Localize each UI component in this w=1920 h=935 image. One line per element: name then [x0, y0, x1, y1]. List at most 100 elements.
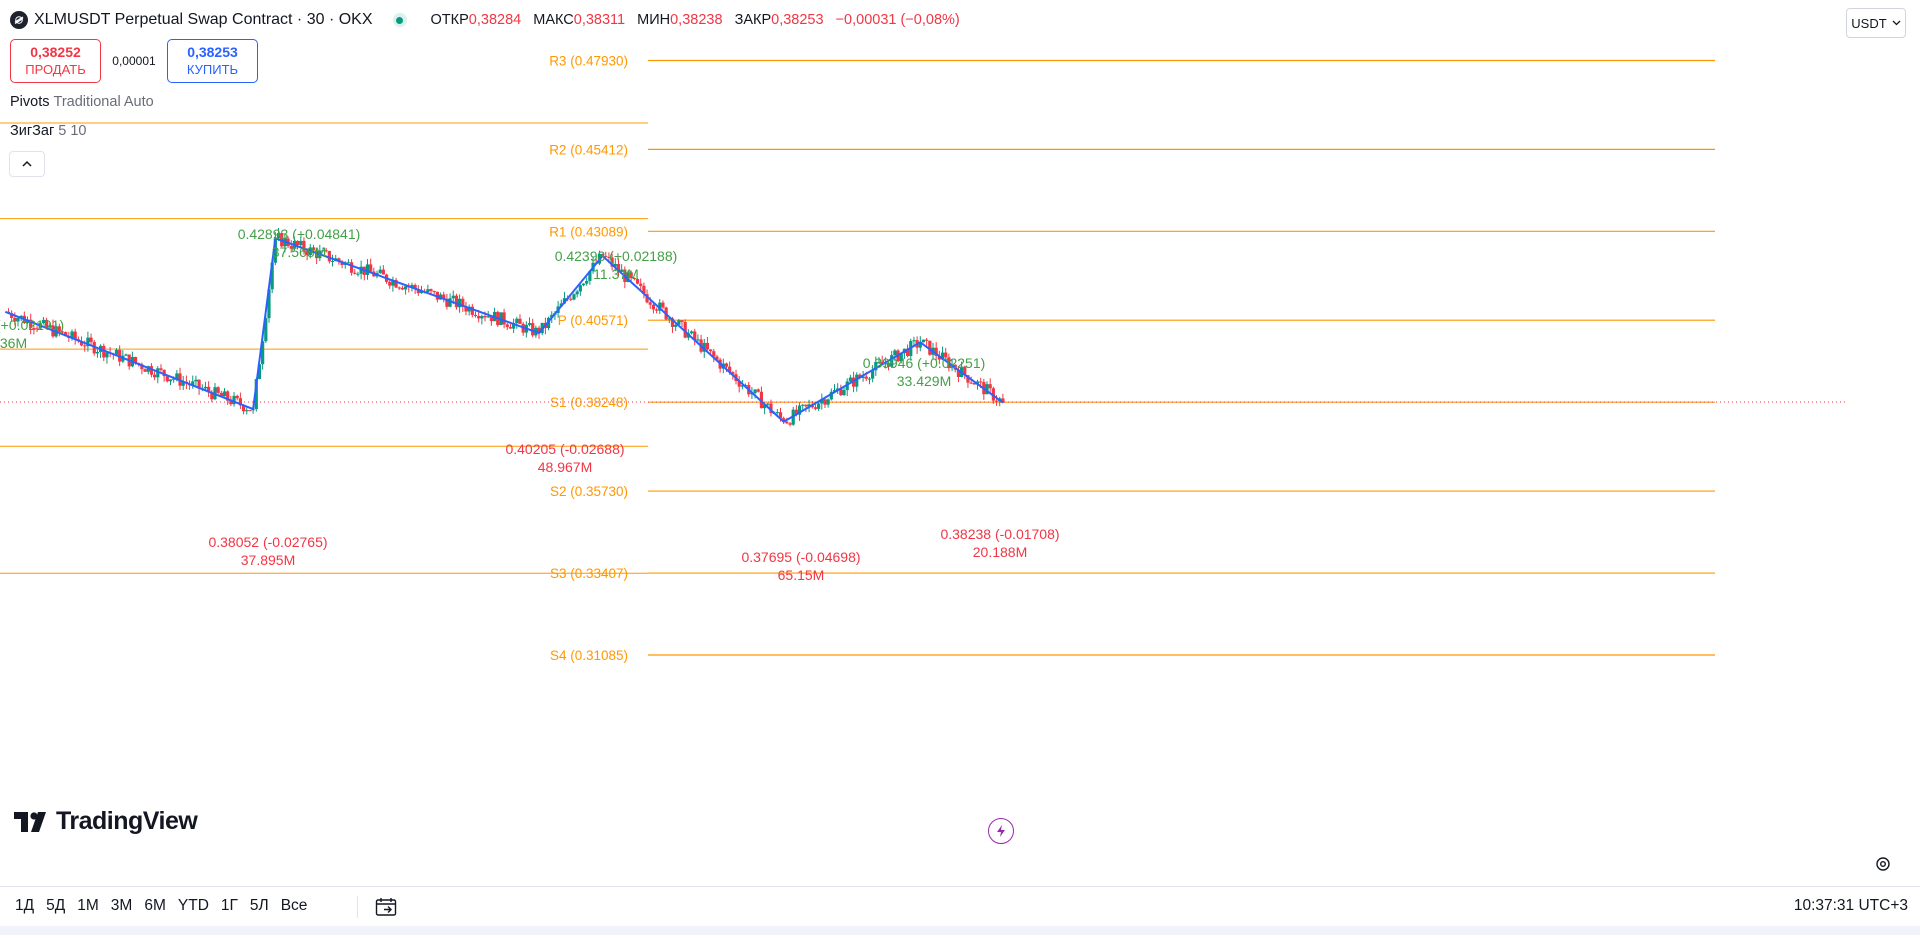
candle-body: [194, 379, 198, 382]
chart-canvas[interactable]: 0,480000,470000,460000,450000,440000,430…: [0, 0, 1845, 845]
range-1m-button[interactable]: 1М: [77, 897, 99, 914]
range-all-button[interactable]: Все: [280, 897, 308, 914]
market-status-icon[interactable]: [392, 13, 407, 27]
lightning-icon[interactable]: [988, 818, 1014, 844]
candle-body: [257, 364, 262, 380]
range-1y-button[interactable]: 1Г: [220, 897, 238, 914]
axis-settings-button[interactable]: [1872, 853, 1894, 875]
sell-price: 0,38252: [30, 44, 81, 60]
chart-area[interactable]: 0,480000,470000,460000,450000,440000,430…: [0, 0, 1845, 845]
candle-body: [254, 379, 258, 410]
candle-body: [893, 350, 897, 356]
candle-body: [89, 337, 93, 342]
candle-body: [677, 320, 681, 325]
candle-body: [451, 295, 455, 299]
tradingview-logo[interactable]: TradingView: [14, 807, 198, 836]
candle-body: [153, 374, 157, 378]
indicator-zigzag-args: 5 10: [58, 123, 87, 139]
candle-body: [458, 298, 462, 308]
change-value: −0,00031 (−0,08%): [835, 12, 960, 28]
range-5d-button[interactable]: 5Д: [46, 897, 66, 914]
candle-body: [477, 316, 481, 319]
bottom-toolbar: 1Д 5Д 1М 3М 6М YTD 1Г 5Л Все 10:37:31 UT…: [0, 886, 1920, 927]
candle-body: [654, 309, 659, 311]
candle-body: [724, 363, 729, 367]
candle-body: [356, 273, 360, 275]
buy-button[interactable]: 0,38253 КУПИТЬ: [167, 39, 258, 83]
candle-body: [248, 410, 252, 412]
range-3m-button[interactable]: 3М: [110, 897, 133, 914]
candle-body: [934, 347, 938, 356]
candle-body: [607, 256, 611, 258]
candle-body: [937, 355, 941, 360]
indicator-zigzag[interactable]: ЗигЗаг 5 10: [10, 123, 87, 139]
candle-body: [683, 321, 687, 338]
zigzag-label: 0.40205 (-0.02688): [505, 441, 624, 457]
candle-body: [689, 331, 694, 334]
candle-body: [410, 284, 414, 287]
candle-body: [807, 404, 811, 407]
candle-body: [972, 382, 976, 385]
symbol-title[interactable]: XLMUSDT Perpetual Swap Contract · 30 · O…: [34, 11, 373, 28]
open-label: ОТКР: [430, 12, 469, 28]
candle-body: [588, 271, 592, 281]
candle-body: [315, 250, 319, 259]
candle-body: [813, 407, 818, 409]
candle-body: [921, 339, 926, 343]
sell-button[interactable]: 0,38252 ПРОДАТЬ: [10, 39, 101, 83]
range-1d-button[interactable]: 1Д: [15, 897, 35, 914]
candle-body: [994, 400, 999, 402]
clock-timezone[interactable]: 10:37:31 UTC+3: [1793, 897, 1908, 914]
candle-body: [956, 369, 961, 377]
candle-body: [537, 327, 541, 334]
candle-body: [680, 320, 684, 322]
range-ytd-button[interactable]: YTD: [177, 897, 209, 914]
symbol-legend: XLMUSDT Perpetual Swap Contract · 30 · O…: [10, 9, 968, 31]
candle-body: [918, 342, 922, 348]
zigzag-volume-label: 48.967M: [538, 459, 592, 475]
candle-body: [369, 264, 373, 272]
candle-body: [629, 272, 633, 279]
candle-body: [295, 241, 300, 246]
indicator-pivots-name: Pivots: [10, 94, 50, 110]
range-6m-button[interactable]: 6М: [144, 897, 166, 914]
candle-body: [429, 289, 433, 292]
candle-body: [327, 251, 331, 262]
candle-body: [114, 349, 119, 355]
candle-body: [839, 388, 843, 396]
currency-label: USDT: [1851, 15, 1887, 31]
candle-body: [229, 400, 233, 405]
candle-body: [944, 352, 948, 358]
zigzag-volume-label: 20.188M: [973, 544, 1027, 560]
candle-body: [60, 331, 65, 333]
currency-selector[interactable]: USDT: [1846, 8, 1906, 38]
candle-body: [156, 368, 160, 378]
indicator-pivots[interactable]: Pivots Traditional Auto: [10, 94, 154, 110]
candle-body: [616, 263, 621, 272]
candle-body: [413, 284, 417, 290]
candle-body: [273, 238, 277, 263]
candle-body: [353, 272, 357, 274]
candle-body: [346, 262, 351, 264]
candle-body: [381, 269, 385, 275]
candle-body: [985, 384, 989, 395]
collapse-legend-button[interactable]: [9, 151, 45, 177]
candle-body: [905, 348, 910, 357]
candle-body: [219, 392, 223, 397]
candle-body: [467, 306, 471, 312]
candle-body: [963, 366, 967, 376]
candle-body: [788, 423, 792, 425]
zigzag-label: 0.42393 (+0.02188): [555, 248, 678, 264]
go-to-date-button[interactable]: [373, 895, 401, 919]
candle-body: [763, 404, 767, 409]
candle-body: [197, 379, 201, 389]
candle-body: [365, 264, 370, 275]
candle-body: [979, 381, 983, 383]
candle-body: [388, 281, 392, 286]
candle-body: [19, 315, 23, 319]
candle-body: [330, 260, 335, 262]
range-5y-button[interactable]: 5Л: [249, 897, 269, 914]
candle-body: [102, 345, 106, 358]
candle-body: [397, 287, 401, 289]
open-value: 0,38284: [468, 12, 522, 28]
